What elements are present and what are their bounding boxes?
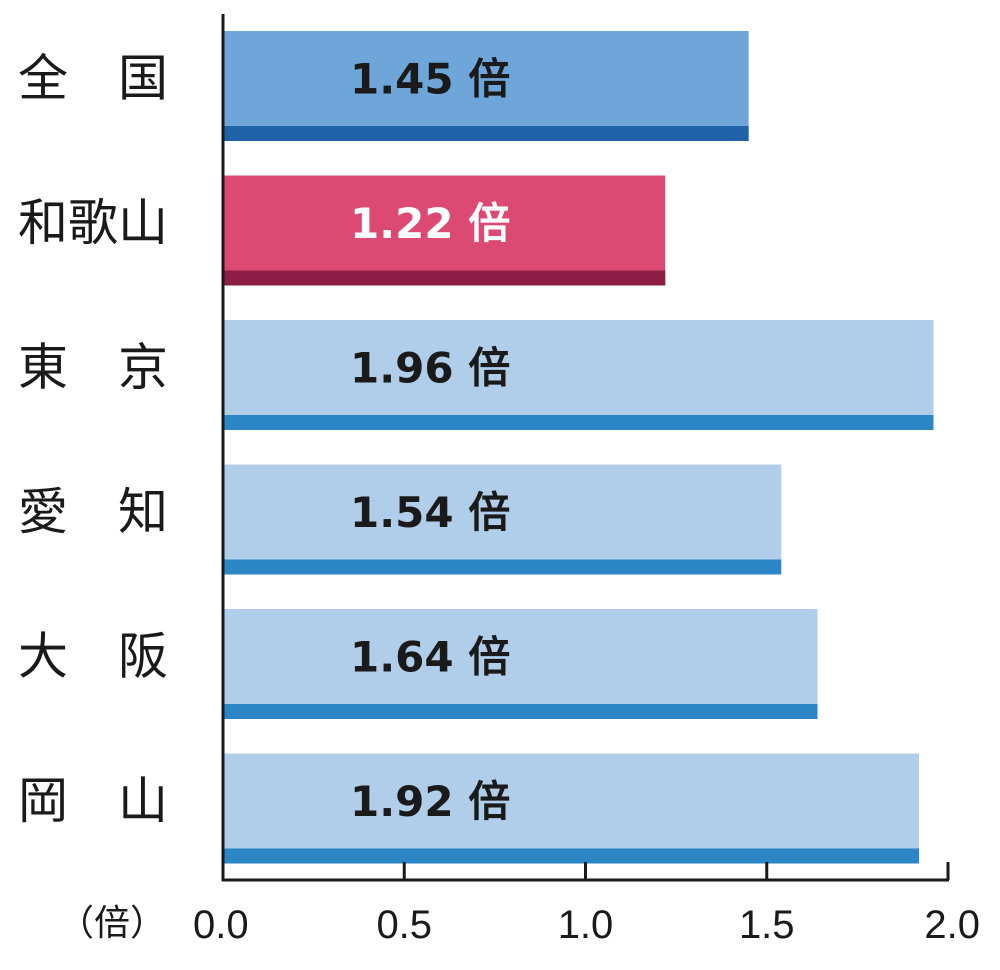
bar-base-stripe: [223, 415, 934, 430]
bar-value-label: 1.22 倍: [350, 199, 510, 248]
x-tick-label: 1.5: [739, 903, 795, 947]
category-label: 東 京: [18, 339, 168, 397]
bar-base-stripe: [223, 559, 782, 575]
x-tick-label: 0.5: [376, 903, 432, 947]
category-label: 岡 山: [18, 772, 168, 830]
bar-base-stripe: [223, 848, 919, 864]
bar: [223, 609, 818, 719]
category-label: 愛 知: [18, 483, 168, 541]
bar-value-label: 1.45 倍: [350, 55, 510, 104]
axes-group: [221, 14, 949, 882]
bar-value-label: 1.92 倍: [350, 777, 510, 826]
bar-base-stripe: [223, 126, 749, 141]
bar: [223, 320, 934, 430]
bar-value-label: 1.64 倍: [350, 633, 510, 682]
bar-value-label: 1.96 倍: [350, 344, 510, 393]
x-tick-label: 2.0: [924, 903, 980, 947]
x-tick-label: 1.0: [558, 903, 614, 947]
bar-base-stripe: [223, 270, 666, 286]
category-label: 全 国: [18, 50, 168, 108]
category-label: 大 阪: [18, 628, 168, 686]
unit-label: （倍）: [58, 903, 166, 944]
bar: [223, 464, 782, 575]
bar: [223, 753, 919, 864]
bar: [223, 175, 666, 286]
bar-value-label: 1.54 倍: [350, 488, 510, 537]
bars-group: 1.45 倍 1.22 倍 1.96 倍 1.54 倍 1.64 倍 1.92 倍: [223, 31, 934, 864]
bar-base-stripe: [223, 704, 818, 719]
bar: [223, 31, 749, 141]
category-label: 和歌山: [18, 194, 168, 252]
x-ticks-group: 0.0 0.5 1.0 1.5 2.0: [193, 862, 980, 947]
x-tick-label: 0.0: [193, 903, 249, 947]
